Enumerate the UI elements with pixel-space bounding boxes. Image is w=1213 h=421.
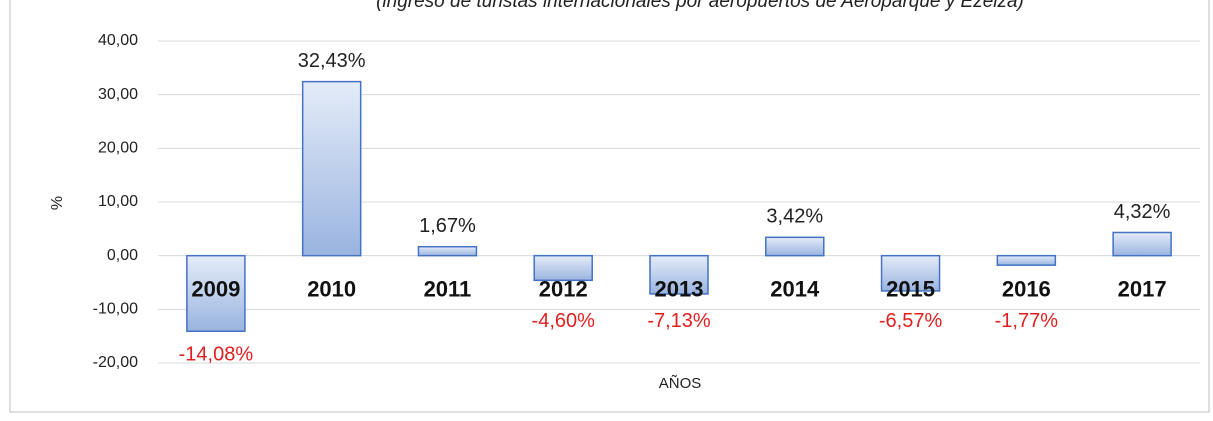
chart-subtitle: (ingreso de turistas internacionales por… xyxy=(376,0,1024,12)
data-label: -1,77% xyxy=(995,310,1059,332)
bar xyxy=(1112,231,1172,257)
data-label: -4,60% xyxy=(532,310,596,332)
data-label: -7,13% xyxy=(647,310,711,332)
bar xyxy=(880,254,941,292)
bar xyxy=(301,80,362,257)
bar xyxy=(996,254,1057,266)
data-label: 1,67% xyxy=(419,215,476,237)
bar xyxy=(649,254,709,295)
x-tick-label: 2016 xyxy=(1002,276,1051,301)
x-tick-label: 2013 xyxy=(655,276,704,301)
y-tick-label: 40,00 xyxy=(98,32,138,49)
y-tick-label: 0,00 xyxy=(107,247,138,264)
x-tick-label: 2015 xyxy=(886,276,935,301)
data-label: 3,42% xyxy=(766,206,823,228)
x-axis-label: AÑOS xyxy=(659,375,702,392)
y-axis-label: % xyxy=(49,196,66,210)
data-label: 32,43% xyxy=(298,50,366,72)
x-tick-label: 2011 xyxy=(424,276,472,301)
bar xyxy=(417,245,478,257)
y-tick-label: 20,00 xyxy=(98,140,138,157)
y-tick-label: -20,00 xyxy=(93,354,138,371)
x-tick-label: 2014 xyxy=(770,276,820,301)
y-tick-label: 10,00 xyxy=(98,193,138,210)
bar xyxy=(765,236,825,257)
y-tick-label: -10,00 xyxy=(93,301,138,318)
x-tick-label: 2017 xyxy=(1118,276,1167,301)
chart-frame xyxy=(9,0,1210,413)
data-label: -14,08% xyxy=(179,344,254,366)
x-tick-label: 2009 xyxy=(191,276,240,301)
data-label: -6,57% xyxy=(879,310,943,332)
y-tick-label: 30,00 xyxy=(98,86,138,103)
x-tick-label: 2012 xyxy=(539,276,588,301)
bar xyxy=(533,254,593,282)
x-tick-label: 2010 xyxy=(307,276,356,301)
bar xyxy=(186,254,246,332)
data-label: 4,32% xyxy=(1114,201,1171,223)
